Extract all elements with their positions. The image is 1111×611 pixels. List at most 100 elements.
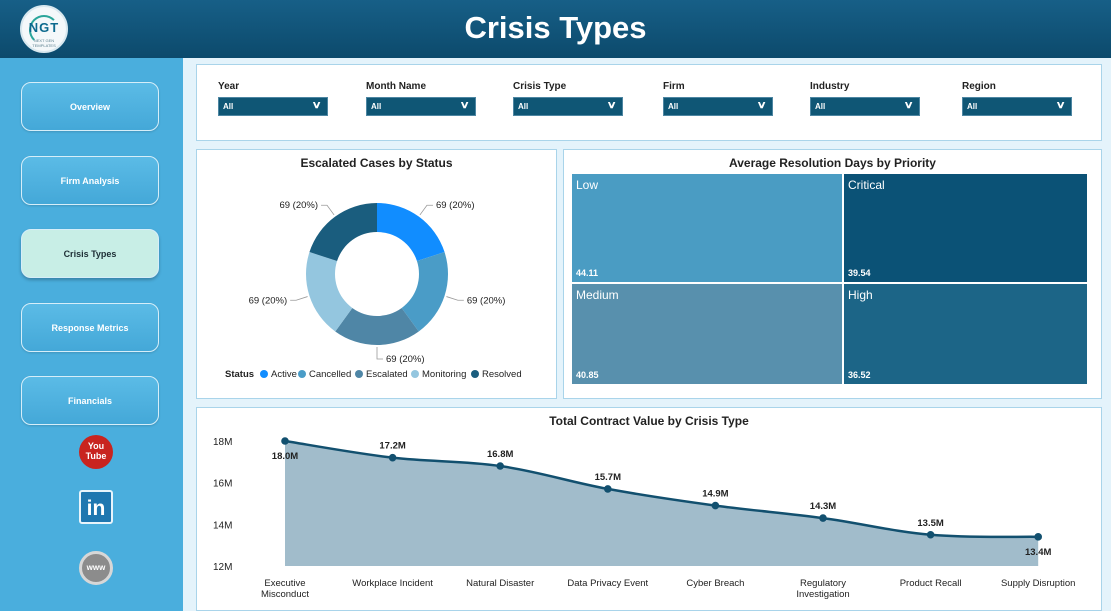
tile-value: 44.11 — [576, 268, 599, 278]
year-dropdown[interactable]: All ∨ — [218, 97, 328, 116]
donut-slice-cancelled[interactable] — [401, 252, 448, 332]
data-label: 13.5M — [917, 518, 943, 529]
line-chart-title: Total Contract Value by Crisis Type — [549, 414, 749, 428]
treemap-title: Average Resolution Days by Priority — [729, 156, 936, 170]
website-globe-icon[interactable]: www — [79, 551, 113, 585]
crisis-type-dropdown[interactable]: All ∨ — [513, 97, 623, 116]
escalated-cases-card: Escalated Cases by Status 69 (20%) 69 (20… — [196, 149, 557, 399]
filter-firm: Firm All ∨ — [663, 81, 775, 116]
x-tick-label: Supply Disruption — [1001, 578, 1075, 589]
dropdown-value: All — [967, 102, 978, 111]
legend-marker-escalated — [355, 370, 363, 378]
chevron-down-icon: ∨ — [459, 100, 470, 111]
legend-title: Status — [225, 369, 254, 380]
nav-response-metrics-button[interactable]: Response Metrics — [21, 303, 159, 352]
x-tick-label: Investigation — [796, 589, 849, 600]
donut-slice-active[interactable] — [377, 203, 445, 262]
chevron-down-icon: ∨ — [756, 100, 767, 111]
filter-region: Region All ∨ — [962, 81, 1074, 116]
legend-marker-active — [260, 370, 268, 378]
month-name-dropdown[interactable]: All ∨ — [366, 97, 476, 116]
donut-chart-title: Escalated Cases by Status — [300, 156, 453, 170]
data-point[interactable] — [1034, 533, 1042, 541]
dropdown-value: All — [668, 102, 679, 111]
legend-marker-resolved — [471, 370, 479, 378]
x-tick-label: Product Recall — [900, 578, 962, 589]
donut-leader-line — [419, 204, 433, 216]
y-tick-label: 16M — [213, 479, 232, 490]
data-label: 15.7M — [595, 472, 621, 483]
filter-label: Firm — [663, 81, 685, 92]
x-tick-label: Data Privacy Event — [567, 578, 648, 589]
filter-industry: Industry All ∨ — [810, 81, 922, 116]
dropdown-value: All — [518, 102, 529, 111]
treemap-tile-critical[interactable]: Critical 39.54 — [844, 174, 1087, 282]
dropdown-value: All — [815, 102, 826, 111]
donut-leader-line — [376, 347, 383, 360]
donut-slice-resolved[interactable] — [309, 203, 377, 262]
donut-data-label: 69 (20%) — [467, 295, 506, 306]
filter-crisis-type: Crisis Type All ∨ — [513, 81, 625, 116]
chevron-down-icon: ∨ — [606, 100, 617, 111]
region-dropdown[interactable]: All ∨ — [962, 97, 1072, 116]
treemap-tile-high[interactable]: High 36.52 — [844, 284, 1087, 384]
treemap-tile-medium[interactable]: Medium 40.85 — [572, 284, 842, 384]
nav-overview-button[interactable]: Overview — [21, 82, 159, 131]
chevron-down-icon: ∨ — [1055, 100, 1066, 111]
donut-data-label: 69 (20%) — [249, 295, 288, 306]
legend-item-escalated[interactable]: Escalated — [366, 369, 408, 380]
x-tick-label: Regulatory — [800, 578, 846, 589]
donut-leader-line — [290, 296, 308, 301]
data-label: 17.2M — [379, 441, 405, 452]
filter-month-name: Month Name All ∨ — [366, 81, 478, 116]
resolution-days-card: Average Resolution Days by Priority Low … — [563, 149, 1102, 399]
tile-label: Medium — [576, 288, 619, 302]
company-logo[interactable]: NGT NEXT GEN TEMPLATES — [20, 5, 68, 53]
data-label: 14.3M — [810, 501, 836, 512]
filter-label: Industry — [810, 81, 850, 92]
legend-item-active[interactable]: Active — [271, 369, 297, 380]
data-point[interactable] — [388, 453, 397, 462]
tile-value: 36.52 — [848, 370, 871, 380]
filter-label: Year — [218, 81, 240, 92]
legend-item-monitoring[interactable]: Monitoring — [422, 369, 466, 380]
donut-leader-line — [446, 296, 464, 301]
x-tick-label: Workplace Incident — [352, 578, 433, 589]
nav-firm-analysis-button[interactable]: Firm Analysis — [21, 156, 159, 205]
x-tick-label: Cyber Breach — [686, 578, 744, 589]
logo-subtext: NEXT GEN TEMPLATES — [32, 38, 56, 48]
data-point[interactable] — [819, 514, 827, 522]
treemap-tile-low[interactable]: Low 44.11 — [572, 174, 842, 282]
firm-dropdown[interactable]: All ∨ — [663, 97, 773, 116]
linkedin-icon[interactable]: in — [79, 490, 113, 524]
filter-label: Region — [962, 81, 996, 92]
donut-chart: 69 (20%) 69 (20%) 69 (20%) 69 (20%) 69 (20%)… — [225, 200, 522, 380]
nav-financials-button[interactable]: Financials — [21, 376, 159, 425]
donut-data-label: 69 (20%) — [386, 354, 425, 365]
data-point[interactable] — [604, 485, 612, 493]
industry-dropdown[interactable]: All ∨ — [810, 97, 920, 116]
data-label: 16.8M — [487, 449, 513, 460]
header-bar: NGT NEXT GEN TEMPLATES Crisis Types — [0, 0, 1111, 58]
contract-value-card: Total Contract Value by Crisis Type 18M 1… — [196, 407, 1102, 611]
donut-slice-escalated[interactable] — [335, 307, 419, 345]
logo-swoosh-icon — [29, 15, 59, 45]
data-point[interactable] — [281, 437, 289, 445]
series-line — [284, 439, 1039, 539]
donut-slice-monitoring[interactable] — [306, 252, 353, 332]
legend-item-cancelled[interactable]: Cancelled — [309, 369, 351, 380]
nav-crisis-types-button[interactable]: Crisis Types — [21, 229, 159, 278]
tile-value: 39.54 — [848, 268, 871, 278]
legend-item-resolved[interactable]: Resolved — [482, 369, 522, 380]
donut-data-label: 69 (20%) — [279, 200, 318, 211]
data-label: 14.9M — [702, 489, 728, 500]
filter-panel: Year All ∨ Month Name All ∨ Crisis Type Al… — [196, 64, 1102, 141]
youtube-icon[interactable]: You Tube — [79, 435, 113, 469]
data-point[interactable] — [496, 462, 505, 470]
donut-leader-line — [321, 204, 335, 216]
tile-label: Low — [576, 178, 599, 192]
data-point[interactable] — [711, 501, 720, 510]
logo-text: NGT — [28, 20, 60, 35]
data-point[interactable] — [926, 530, 935, 539]
